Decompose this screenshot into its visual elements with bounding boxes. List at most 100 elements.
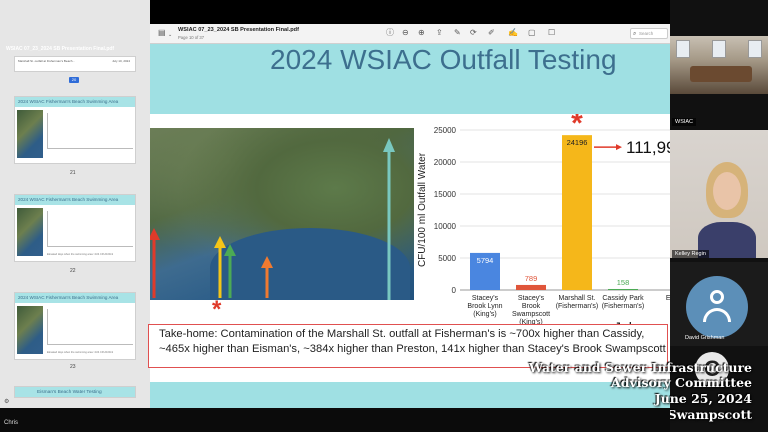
- thumbnail-number: 23: [70, 364, 76, 370]
- video-tile-kelley[interactable]: [670, 130, 768, 258]
- sidebar-doc-name: WSIAC 07_23_2024 SB Presentation Final.p…: [6, 46, 115, 52]
- bar-value-label: 158: [617, 278, 630, 287]
- highlight-icon[interactable]: ✎: [454, 28, 461, 37]
- x-tick-label: Stacey's: [518, 295, 545, 302]
- bar-chart: 0 5000 10000 15000 20000 25000 CFU/100 ml Outf…: [414, 107, 675, 338]
- thumbnail-title: 2024 WSIAC Fisherman's Beach Swimming Ar…: [18, 295, 119, 300]
- thumbnail-photo: [17, 208, 43, 256]
- participant-name-david: David Grishman: [685, 335, 725, 341]
- takeaway-line-1: Take-home: Contamination of the Marshall…: [159, 328, 645, 340]
- thumbnail-caption: Elevated days when the swimming area >10…: [47, 253, 114, 256]
- aerial-photo: [150, 128, 414, 300]
- sidebar-toggle-icon[interactable]: ▤: [158, 28, 166, 37]
- arrow-red: [150, 228, 160, 240]
- settings-icon[interactable]: ⚙: [4, 399, 10, 405]
- zoom-in-icon[interactable]: ⊕: [418, 28, 425, 37]
- form-icon[interactable]: ☐: [548, 28, 556, 37]
- asterisk-marker: *: [571, 114, 583, 140]
- shoreline: [210, 228, 410, 300]
- participant-name-kelley: Kelley Regin: [672, 250, 709, 258]
- thumbnail-text: Marshall St. outfall at Fisherman's Beac…: [18, 59, 76, 63]
- thumbnail-date: July 10, 2024: [112, 59, 130, 63]
- chart-svg: 0 5000 10000 15000 20000 25000 CFU/100 ml Outf…: [417, 107, 675, 335]
- arrow-teal: [383, 138, 395, 152]
- thumbnail-title: Eisman's Beach Water Testing: [37, 390, 102, 395]
- local-user-label: Chris: [4, 420, 19, 426]
- photo-arrows: [150, 138, 395, 300]
- x-tick-label: (Fisherman's): [556, 303, 599, 310]
- document-title: WSIAC 07_23_2024 SB Presentation Final.p…: [178, 27, 299, 33]
- avatar-placeholder-icon: [686, 276, 748, 338]
- takeaway-box: Take-home: Contamination of the Marshall…: [148, 324, 668, 368]
- chevron-down-icon[interactable]: ⌄: [168, 32, 173, 38]
- thumbnail-number: 22: [70, 268, 76, 274]
- video-tile-room[interactable]: [670, 36, 768, 94]
- x-tick-label: Stacey's: [472, 295, 499, 302]
- bar-value-label: 5794: [477, 256, 494, 265]
- town-logo: C: [695, 352, 729, 386]
- search-icon: ⌕: [633, 31, 637, 37]
- x-tick-label: Ei: [666, 295, 670, 302]
- x-tick-label: Brook Lynn: [467, 303, 502, 310]
- thumbnail-number: 21: [70, 170, 76, 176]
- bar: [562, 135, 592, 290]
- thumbnail-caption: Elevated days when the swimming area >10…: [47, 351, 114, 354]
- bar: [608, 288, 638, 290]
- y-tick-label: 5000: [438, 254, 456, 263]
- y-tick-label: 15000: [434, 190, 457, 199]
- share-icon[interactable]: ⇪: [436, 28, 443, 37]
- thumbnail-title: 2024 WSIAC Fisherman's Beach Swimming Ar…: [18, 197, 119, 202]
- arrow-green: [224, 244, 236, 256]
- thumbnail-page-21[interactable]: 2024 WSIAC Fisherman's Beach Swimming Ar…: [14, 96, 136, 164]
- thumbnail-plot: [47, 211, 133, 247]
- x-tick-label: Brook: [522, 303, 541, 310]
- bar-value-label: 789: [525, 274, 538, 283]
- info-icon[interactable]: ⓘ: [386, 28, 394, 37]
- room-name-tag: WSIAC: [672, 118, 697, 126]
- viewer-toolbar: ▤ ⌄ WSIAC 07_23_2024 SB Presentation Fin…: [150, 24, 670, 44]
- thumbnail-page-22[interactable]: 2024 WSIAC Fisherman's Beach Swimming Ar…: [14, 194, 136, 262]
- takeaway-line-2: ~465x higher than Eisman's, ~384x higher…: [159, 343, 666, 355]
- markup-icon[interactable]: ✐: [488, 28, 495, 37]
- thumbnail-plot: [47, 113, 133, 149]
- y-tick-label: 20000: [434, 158, 457, 167]
- overlay-line-3: June 25, 2024: [654, 391, 752, 406]
- arrow-yellow: [214, 236, 226, 248]
- bar: [516, 284, 546, 290]
- y-tick-label: 25000: [434, 126, 457, 135]
- callout-arrowhead: [616, 144, 622, 151]
- overlay-line-1: Water and Sewer Infrastructure: [528, 360, 752, 375]
- thumbnail-title: 2024 WSIAC Fisherman's Beach Swimming Ar…: [18, 99, 119, 104]
- thumbnail-plot: [47, 309, 133, 345]
- page-indicator: Page 10 of 37: [178, 35, 205, 40]
- rotate-icon[interactable]: ⟳: [470, 28, 477, 37]
- x-tick-label: (King's): [473, 311, 497, 318]
- thumbnail-photo: [17, 110, 43, 158]
- bar: [470, 252, 500, 290]
- x-tick-label: Marshall St.: [559, 295, 596, 302]
- asterisk-marker: *: [212, 296, 222, 323]
- bar-value-label: 24196: [567, 138, 588, 147]
- thumbnail-page-20[interactable]: Marshall St. outfall at Fisherman's Beac…: [14, 56, 136, 72]
- x-tick-label: (Fisherman's): [602, 303, 645, 310]
- x-tick-label: Swampscott: [512, 311, 550, 318]
- thumbnail-sidebar: WSIAC 07_23_2024 SB Presentation Final.p…: [0, 0, 150, 408]
- bottom-bar: [0, 408, 670, 432]
- y-tick-label: 0: [452, 286, 457, 295]
- thumbnail-page-24[interactable]: Eisman's Beach Water Testing: [14, 386, 136, 398]
- callout-value: 111,99: [626, 138, 670, 157]
- thumbnail-photo: [17, 306, 43, 354]
- fill-sign-icon[interactable]: ✍: [508, 28, 518, 37]
- thumbnail-page-23[interactable]: 2024 WSIAC Fisherman's Beach Swimming Ar…: [14, 292, 136, 360]
- x-tick-label: Cassidy Park: [602, 295, 644, 302]
- x-tick-label: (King's): [519, 319, 543, 326]
- window-icon[interactable]: ▢: [528, 28, 536, 37]
- current-page-badge: 20: [69, 77, 79, 83]
- arrow-orange: [261, 256, 273, 268]
- conference-table: [690, 66, 752, 82]
- search-input[interactable]: Search: [630, 28, 668, 39]
- zoom-out-icon[interactable]: ⊖: [402, 28, 409, 37]
- y-axis-label: CFU/100 ml Outfall Water: [417, 152, 428, 267]
- overlay-line-2: Advisory Committee: [611, 375, 752, 390]
- y-tick-label: 10000: [434, 222, 457, 231]
